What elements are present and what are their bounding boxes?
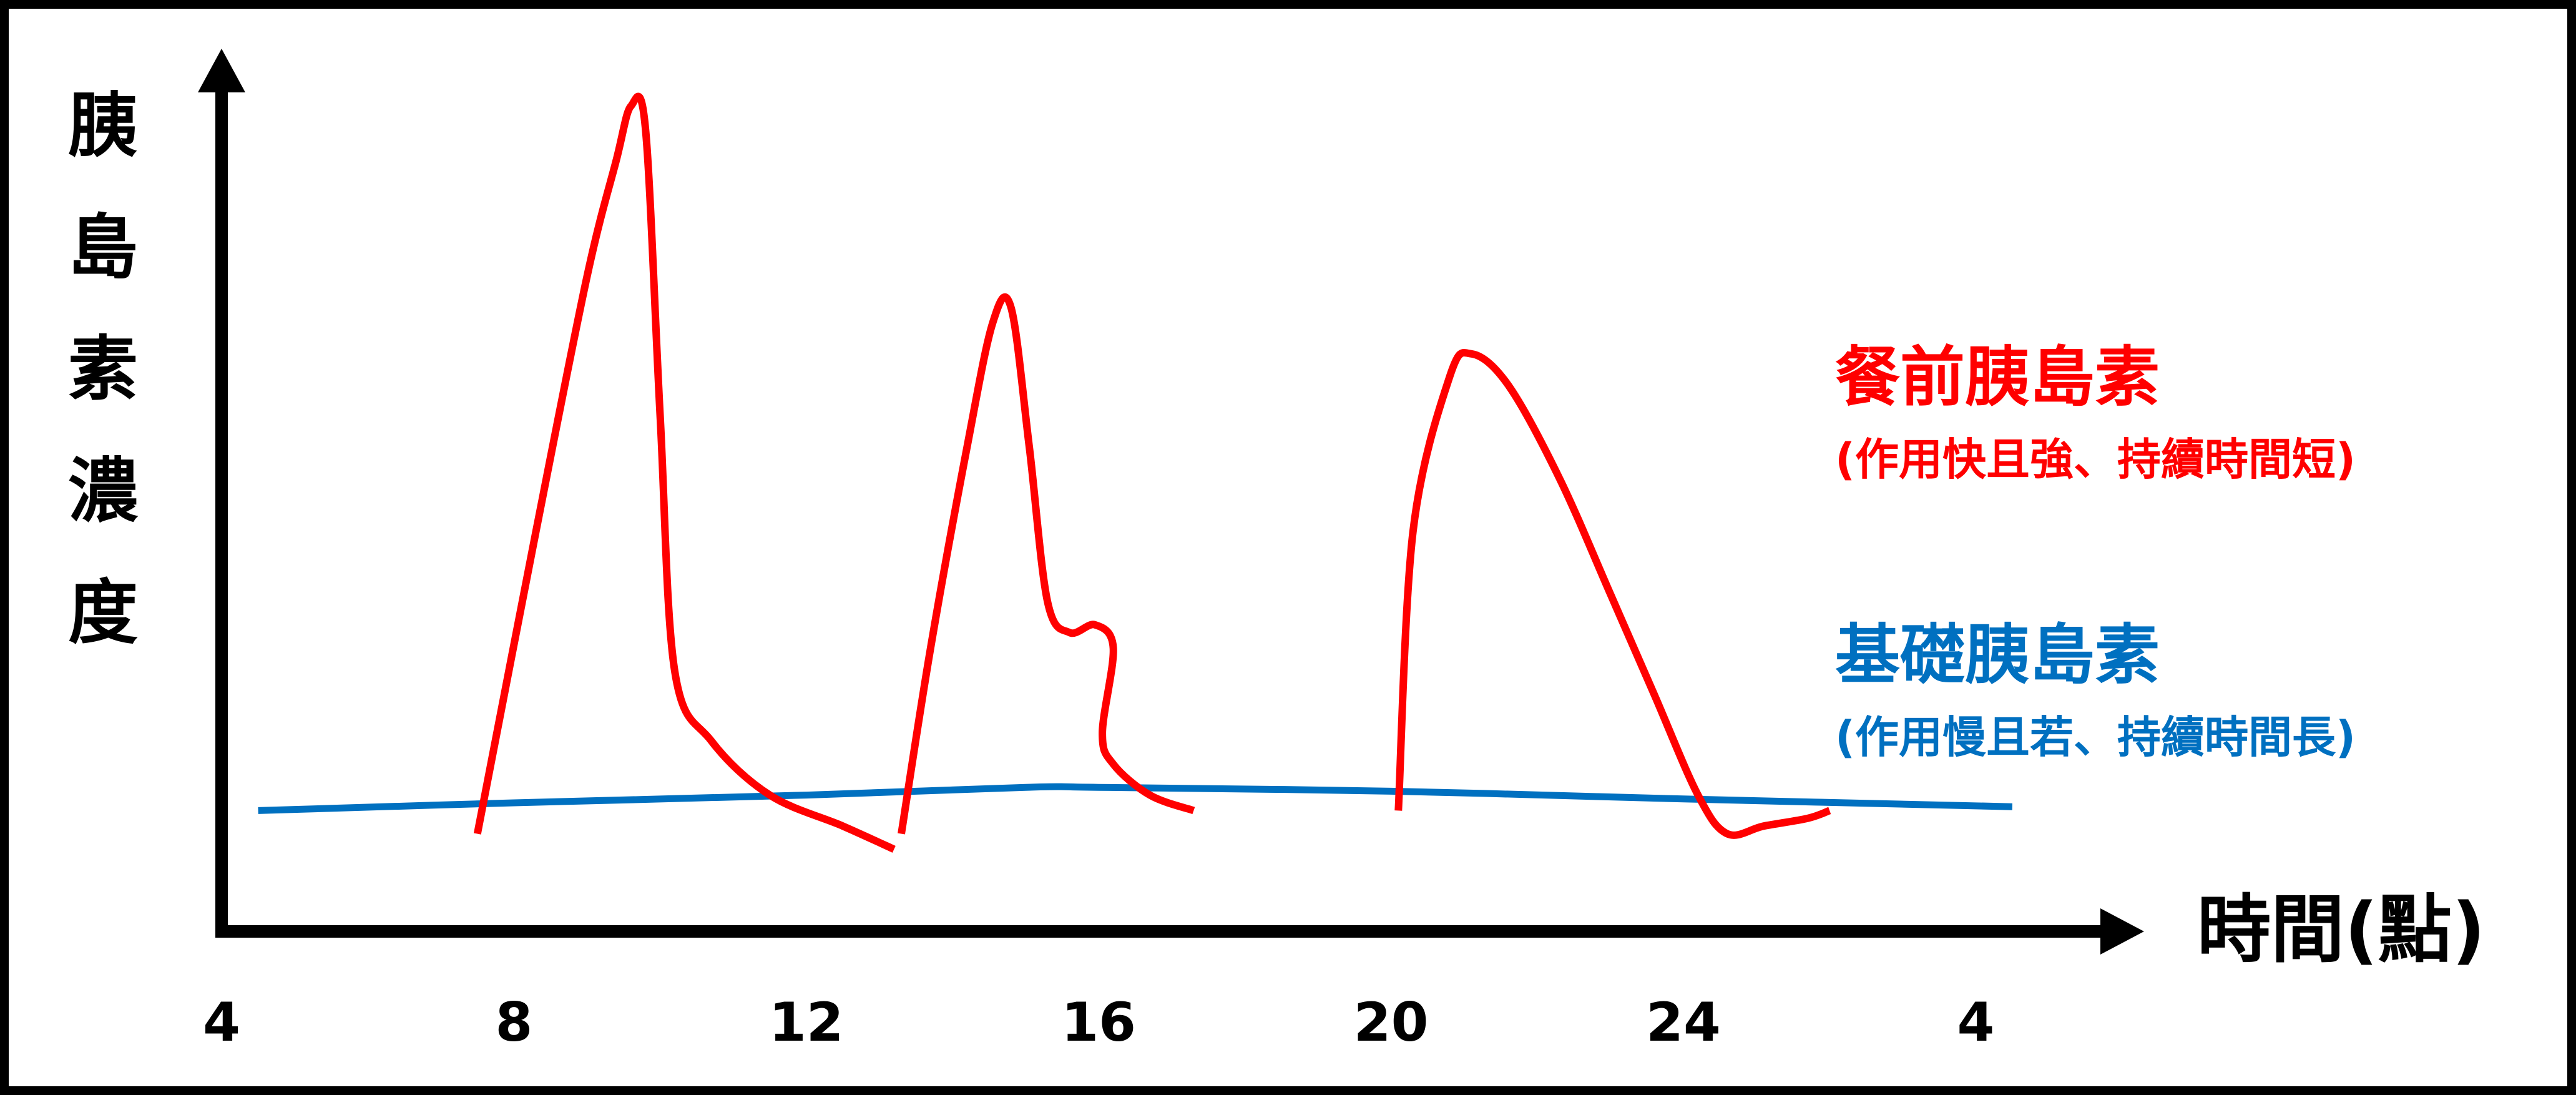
y-axis-label-char: 素 xyxy=(68,329,138,410)
legend-basal-subtitle: (作用慢且若、持續時間長) xyxy=(1835,712,2356,763)
series-lines xyxy=(258,92,2013,853)
x-axis-label: 時間(點) xyxy=(2197,886,2485,973)
y-axis-label-char: 濃 xyxy=(68,451,139,532)
x-axis-arrow xyxy=(2100,908,2144,955)
x-tick-label: 8 xyxy=(495,991,532,1054)
x-tick-label: 16 xyxy=(1061,991,1136,1054)
legend-prandial-subtitle: (作用快且強、持續時間短) xyxy=(1835,434,2356,485)
x-tick-label: 4 xyxy=(203,991,240,1054)
prandial-insulin-line xyxy=(898,293,1195,835)
prandial-insulin-line xyxy=(473,92,896,853)
axes xyxy=(198,49,2144,955)
x-tick-labels: 4 8 12 16 20 24 4 xyxy=(203,991,1994,1054)
y-axis-label-char: 胰 xyxy=(68,86,138,167)
legend-prandial-name: 餐前胰島素 xyxy=(1835,339,2160,415)
y-axis-arrow xyxy=(198,49,245,92)
x-tick-label: 4 xyxy=(1957,991,1994,1054)
y-axis-label-char: 度 xyxy=(68,572,138,654)
y-axis-label-char: 島 xyxy=(68,207,138,288)
x-tick-label: 20 xyxy=(1354,991,1429,1054)
legend-basal-name: 基礎胰島素 xyxy=(1835,617,2160,693)
prandial-insulin-line xyxy=(1394,348,1831,839)
x-tick-label: 24 xyxy=(1646,991,1721,1054)
legend: 餐前胰島素 (作用快且強、持續時間短) 基礎胰島素 (作用慢且若、持續時間長) xyxy=(1835,339,2356,763)
basal-insulin-line xyxy=(258,783,2013,814)
x-tick-label: 12 xyxy=(769,991,844,1054)
